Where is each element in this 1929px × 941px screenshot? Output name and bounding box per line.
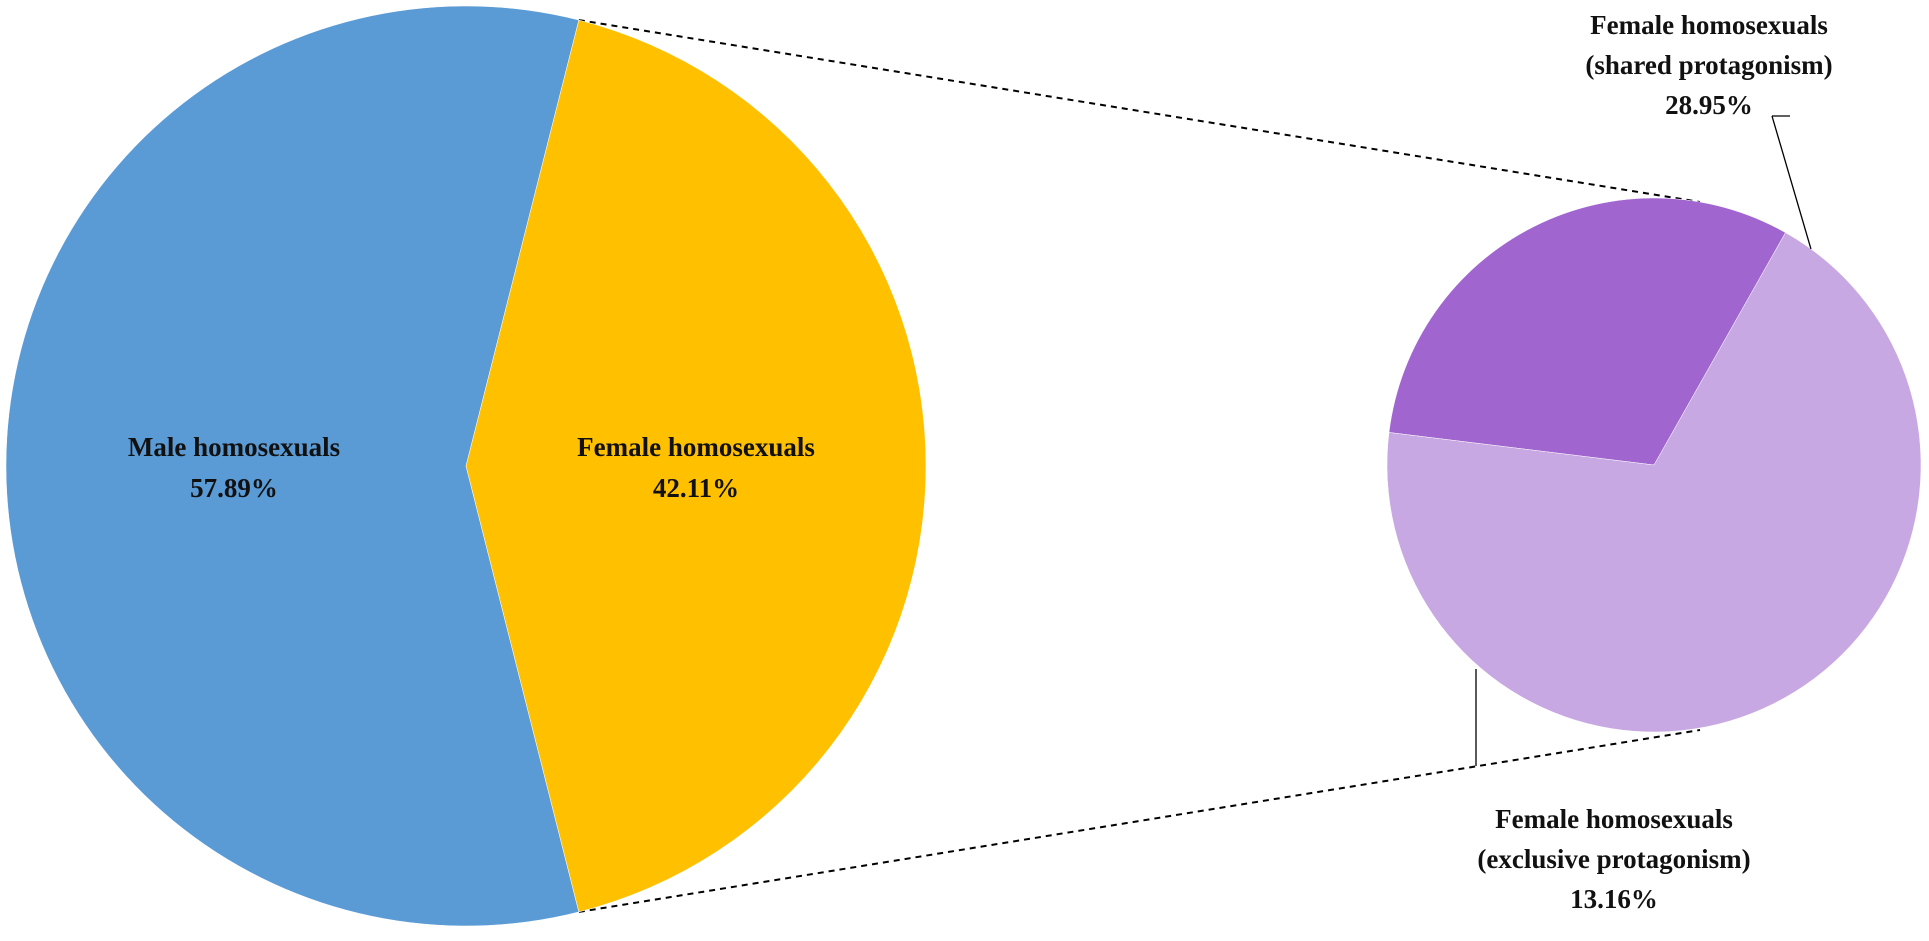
slice-value-female: 42.11% bbox=[653, 473, 739, 503]
slice-label-shared-line2: (shared protagonism) bbox=[1585, 50, 1832, 80]
connector-top bbox=[578, 19, 1701, 203]
pie-slice-male bbox=[5, 5, 580, 927]
slice-label-exclusive-line1: Female homosexuals bbox=[1495, 804, 1733, 834]
main-pie bbox=[5, 5, 927, 927]
pie-slice-shared bbox=[1386, 232, 1922, 733]
leader-lines bbox=[1475, 115, 1812, 766]
leader-shared bbox=[1771, 115, 1812, 250]
pie-slice-exclusive bbox=[1388, 197, 1786, 466]
slice-value-shared: 28.95% bbox=[1665, 90, 1753, 120]
breakdown-pie bbox=[1386, 197, 1922, 733]
slice-label-male: Male homosexuals bbox=[128, 432, 340, 462]
slice-label-female: Female homosexuals bbox=[577, 432, 815, 462]
pie-slice-female bbox=[465, 19, 927, 913]
connector-bottom bbox=[578, 729, 1701, 913]
slice-value-male: 57.89% bbox=[190, 473, 278, 503]
slice-label-shared-line1: Female homosexuals bbox=[1590, 10, 1828, 40]
slice-label-exclusive-line2: (exclusive protagonism) bbox=[1477, 844, 1750, 874]
slice-value-exclusive: 13.16% bbox=[1570, 884, 1658, 914]
connector-lines bbox=[578, 19, 1701, 913]
